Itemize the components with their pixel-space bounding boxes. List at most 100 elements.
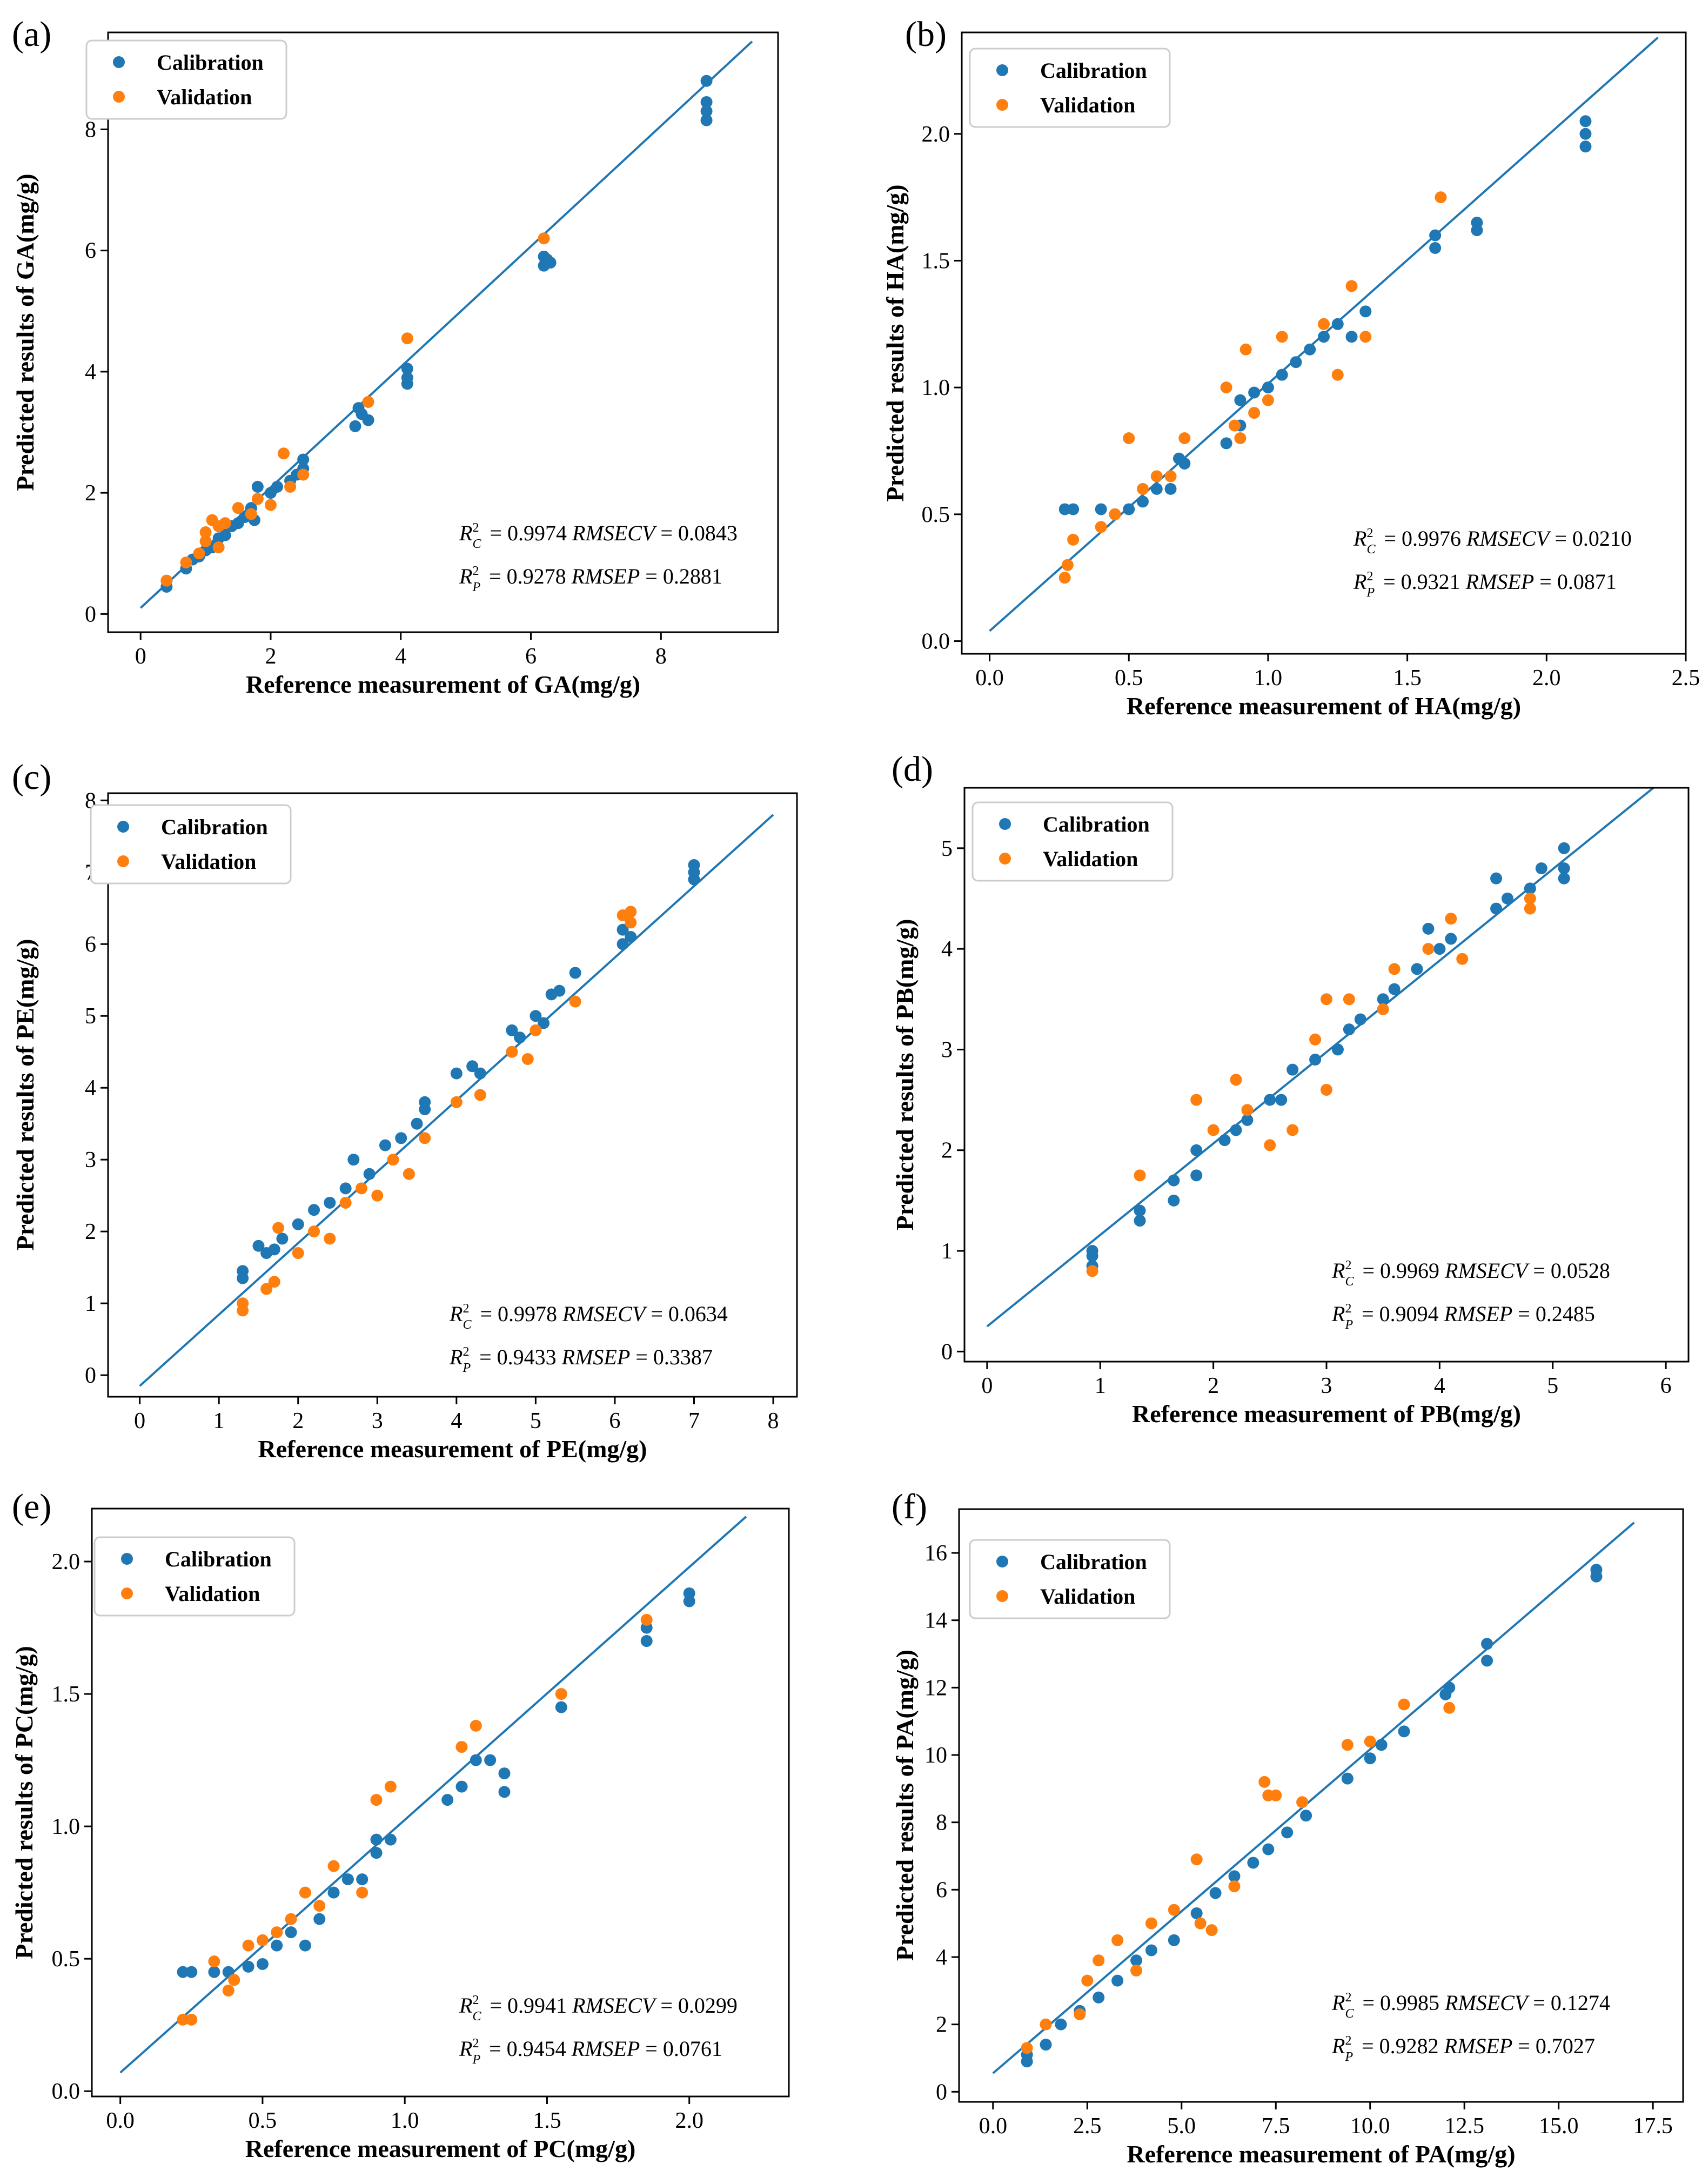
legend-validation-marker <box>996 1590 1008 1602</box>
validation-point <box>242 1939 254 1952</box>
calibration-point <box>1364 1752 1376 1765</box>
validation-point <box>1443 1701 1456 1714</box>
calibration-point <box>1145 1944 1157 1957</box>
y-tick-label: 8 <box>85 117 96 142</box>
validation-point <box>313 1900 326 1912</box>
calibration-point <box>1411 963 1423 975</box>
calibration-point <box>1248 386 1261 399</box>
calibration-point <box>268 1243 280 1256</box>
legend-calibration-marker <box>121 1553 133 1565</box>
plot-frame <box>91 1508 790 2098</box>
calibration-point <box>1375 1739 1388 1751</box>
validation-point <box>285 1913 297 1925</box>
validation-point <box>251 493 264 505</box>
calibration-point <box>538 250 550 263</box>
fit-line <box>986 788 1656 1328</box>
validation-point <box>1111 1934 1124 1946</box>
x-tick-label: 2 <box>265 644 276 669</box>
calibration-point <box>506 1024 518 1036</box>
plot-frame <box>107 31 779 633</box>
calibration-point <box>356 1873 368 1886</box>
validation-point <box>1377 1003 1389 1015</box>
x-tick-label: 3 <box>1321 1374 1332 1398</box>
calibration-point <box>1524 882 1536 895</box>
y-tick-label: 0 <box>85 602 96 627</box>
x-axis-label: Reference measurement of PA(mg/g) <box>1127 2140 1515 2168</box>
y-tick-label: 10 <box>924 1743 947 1768</box>
validation-point <box>450 1096 463 1108</box>
validation-point <box>324 1232 336 1245</box>
x-axis-label: Reference measurement of GA(mg/g) <box>246 671 640 698</box>
calibration-point <box>450 1067 463 1080</box>
panel-label: (e) <box>12 1487 51 1526</box>
validation-point <box>278 447 290 460</box>
validation-point <box>271 1926 283 1939</box>
validation-point <box>1398 1698 1410 1711</box>
validation-point <box>199 526 212 538</box>
validation-point <box>228 1974 240 1986</box>
legend-validation-marker <box>113 91 125 103</box>
y-tick-label: 1 <box>85 1291 96 1316</box>
x-tick-label: 2 <box>292 1409 304 1433</box>
x-tick-label: 2.0 <box>1532 666 1561 691</box>
validation-point <box>387 1154 399 1166</box>
y-axis-label: Predicted results of PB(mg/g) <box>891 919 919 1230</box>
calibration-point <box>252 1240 265 1252</box>
stats-prediction: R2 P = 0.9454 RMSEP = 0.0761 <box>459 2036 722 2067</box>
validation-point <box>1190 1853 1203 1866</box>
x-tick-label: 4 <box>451 1409 462 1433</box>
validation-point <box>1067 533 1080 546</box>
y-tick-label: 16 <box>924 1541 947 1566</box>
validation-point <box>1345 280 1358 292</box>
y-axis-label: Predicted results of PE(mg/g) <box>11 939 39 1250</box>
calibration-point <box>1241 1114 1254 1126</box>
x-tick-label: 1 <box>1095 1374 1106 1398</box>
y-tick-label: 0 <box>85 1363 96 1388</box>
plot-frame <box>961 31 1687 655</box>
legend-calibration-marker <box>996 1556 1008 1567</box>
calibration-point <box>1590 1564 1603 1576</box>
stats-prediction: R2 P = 0.9321 RMSEP = 0.0871 <box>1353 570 1617 600</box>
calibration-point <box>1535 862 1547 875</box>
legend-calibration-label: Calibration <box>1043 812 1150 836</box>
x-tick-label: 6 <box>1660 1374 1672 1398</box>
calibration-point <box>1220 437 1232 450</box>
calibration-point <box>1264 1094 1276 1106</box>
validation-point <box>371 1189 384 1202</box>
stats-prediction: R2 P = 0.9278 RMSEP = 0.2881 <box>459 564 722 594</box>
x-tick-label: 6 <box>609 1409 620 1433</box>
y-tick-label: 4 <box>941 937 953 962</box>
calibration-point <box>347 1154 360 1166</box>
x-tick-label: 2 <box>1208 1374 1219 1398</box>
y-tick-label: 0.5 <box>52 1947 81 1972</box>
legend-calibration-marker <box>113 56 125 68</box>
calibration-point <box>1433 943 1446 955</box>
x-tick-label: 10.0 <box>1350 2114 1390 2139</box>
panel-label: (a) <box>12 15 51 54</box>
calibration-point <box>1343 1023 1355 1036</box>
validation-point <box>297 468 310 481</box>
calibration-point <box>1490 902 1503 915</box>
y-tick-label: 0 <box>936 2080 947 2105</box>
validation-point <box>625 906 637 918</box>
y-tick-label: 12 <box>924 1676 947 1700</box>
validation-point <box>245 508 257 520</box>
calibration-point <box>553 984 566 997</box>
calibration-point <box>1429 242 1442 254</box>
chart-panel-2: (c)012345678012345678Reference measureme… <box>11 758 798 1463</box>
validation-point <box>403 1168 415 1180</box>
calibration-point <box>395 1132 407 1144</box>
x-tick-label: 1.0 <box>1254 666 1283 691</box>
validation-point <box>1262 394 1274 406</box>
validation-point <box>339 1196 352 1209</box>
stats-prediction: R2 P = 0.9433 RMSEP = 0.3387 <box>449 1345 713 1375</box>
validation-point <box>308 1225 320 1238</box>
calibration-point <box>276 1232 289 1245</box>
calibration-point <box>1490 872 1503 885</box>
validation-point <box>1190 1094 1203 1106</box>
calibration-point <box>1040 2039 1052 2051</box>
validation-point <box>1137 483 1149 495</box>
validation-point <box>1123 432 1135 445</box>
calibration-point <box>1190 1144 1203 1156</box>
validation-point <box>555 1688 567 1700</box>
